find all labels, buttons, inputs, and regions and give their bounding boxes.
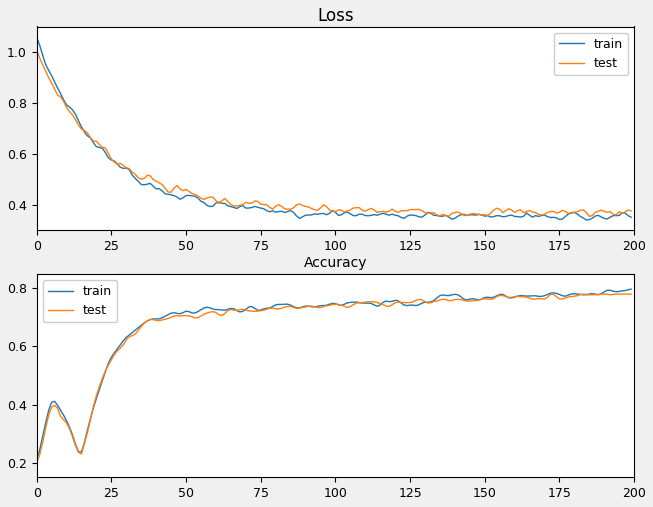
- train: [143, 318, 151, 324]
- test: [550, 291, 558, 297]
- test: [33, 47, 40, 53]
- test: [585, 213, 593, 220]
- Legend: train, test: train, test: [554, 33, 628, 75]
- train: [577, 292, 584, 298]
- train: [582, 217, 590, 223]
- test: [191, 315, 199, 321]
- test: [69, 434, 76, 440]
- train: [57, 407, 65, 413]
- Title: Loss: Loss: [317, 7, 354, 25]
- test: [143, 318, 151, 324]
- train: [597, 291, 605, 297]
- test: [579, 291, 587, 297]
- train: [628, 286, 635, 292]
- test: [577, 207, 584, 213]
- test: [69, 112, 76, 118]
- test: [600, 291, 608, 297]
- train: [69, 432, 76, 438]
- Line: test: test: [37, 50, 631, 216]
- train: [69, 107, 76, 113]
- train: [143, 181, 151, 187]
- test: [628, 291, 635, 297]
- test: [57, 413, 65, 419]
- train: [33, 456, 40, 462]
- test: [600, 208, 608, 214]
- Line: train: train: [37, 289, 631, 459]
- train: [191, 193, 199, 199]
- X-axis label: Accuracy: Accuracy: [304, 256, 367, 270]
- train: [33, 34, 40, 40]
- train: [191, 310, 199, 316]
- train: [600, 215, 608, 222]
- Line: test: test: [37, 294, 631, 462]
- test: [57, 94, 65, 100]
- test: [143, 172, 151, 178]
- train: [628, 214, 635, 220]
- Line: train: train: [37, 37, 631, 220]
- test: [191, 192, 199, 198]
- train: [577, 213, 584, 220]
- test: [33, 459, 40, 465]
- test: [628, 208, 635, 214]
- Legend: train, test: train, test: [43, 280, 117, 322]
- train: [57, 91, 65, 97]
